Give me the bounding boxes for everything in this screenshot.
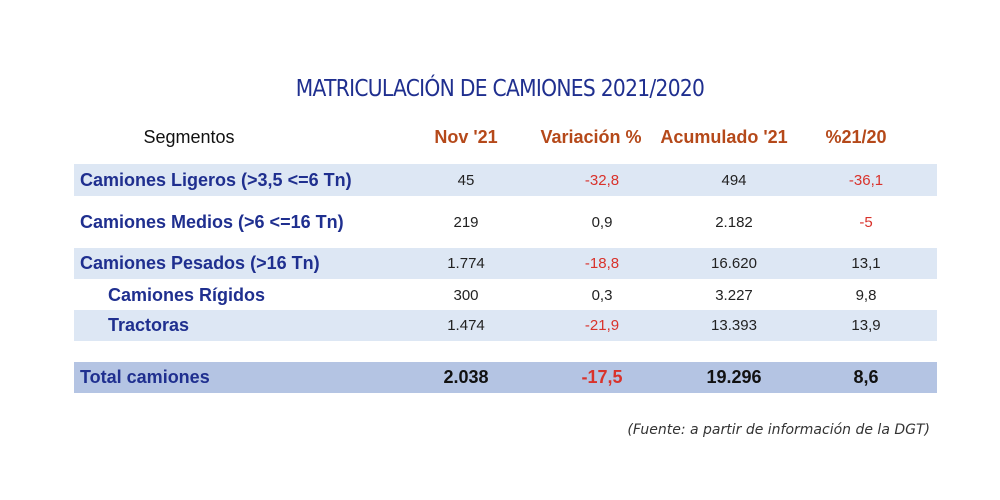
header-segments: Segmentos — [143, 127, 235, 147]
pct-value: 13,1 — [851, 255, 881, 272]
total-pct-value: 8,6 — [853, 367, 879, 387]
segment-label: Tractoras — [108, 315, 190, 335]
header-cumulative: Acumulado '21 — [660, 127, 788, 147]
total-row: Total camiones 2.038 -17,5 19.296 8,6 — [74, 362, 937, 393]
pct-value: -5 — [859, 213, 873, 231]
header-pct: %21/20 — [825, 127, 887, 147]
segment-label: Camiones Pesados (>16 Tn) — [80, 253, 320, 273]
variation-value: 0,3 — [591, 286, 613, 304]
header-nov: Nov '21 — [434, 127, 498, 147]
segment-label: Camiones Ligeros (>3,5 <=6 Tn) — [80, 169, 352, 190]
total-cumulative-value: 19.296 — [706, 367, 762, 387]
variation-value: 0,9 — [591, 213, 613, 231]
nov-value: 219 — [453, 213, 479, 231]
pct-value: -36,1 — [848, 171, 884, 189]
pct-value: 13,9 — [851, 317, 881, 334]
table-row: Camiones Rígidos 300 0,3 3.227 9,8 — [74, 280, 937, 310]
pct-value: 9,8 — [855, 286, 877, 304]
header-variation: Variación % — [540, 127, 642, 147]
cumulative-value: 3.227 — [715, 286, 753, 304]
total-variation-value: -17,5 — [581, 367, 623, 387]
variation-value: -32,8 — [584, 171, 620, 189]
table-row: Camiones Medios (>6 <=16 Tn) 219 0,9 2.1… — [74, 204, 937, 240]
nov-value: 300 — [453, 286, 479, 304]
table-row: Tractoras 1.474 -21,9 13.393 13,9 — [74, 310, 937, 341]
segment-label: Camiones Rígidos — [108, 284, 266, 305]
total-label: Total camiones — [80, 367, 210, 387]
nov-value: 45 — [457, 171, 475, 189]
variation-value: -18,8 — [584, 255, 620, 272]
nov-value: 1.774 — [447, 255, 485, 272]
source-note: (Fuente: a partir de información de la D… — [627, 422, 930, 438]
cumulative-value: 16.620 — [711, 255, 757, 272]
variation-value: -21,9 — [584, 317, 620, 334]
total-nov-value: 2.038 — [443, 367, 489, 387]
cumulative-value: 13.393 — [711, 317, 757, 334]
nov-value: 1.474 — [447, 317, 485, 334]
table-row: Camiones Pesados (>16 Tn) 1.774 -18,8 16… — [74, 248, 937, 279]
table-title: MATRICULACIÓN DE CAMIONES 2021/2020 — [295, 76, 705, 102]
segment-label: Camiones Medios (>6 <=16 Tn) — [80, 211, 344, 232]
cumulative-value: 2.182 — [715, 213, 753, 231]
table-row: Camiones Ligeros (>3,5 <=6 Tn) 45 -32,8 … — [74, 164, 937, 196]
cumulative-value: 494 — [721, 171, 747, 189]
